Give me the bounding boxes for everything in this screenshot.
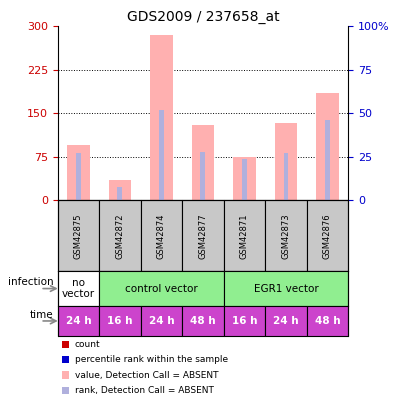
Bar — [242, 159, 247, 200]
Text: GSM42875: GSM42875 — [74, 213, 83, 259]
Bar — [233, 157, 256, 200]
Text: infection: infection — [8, 277, 54, 287]
Text: GSM42873: GSM42873 — [281, 213, 291, 259]
Bar — [58, 200, 99, 271]
Text: 24 h: 24 h — [66, 316, 91, 326]
Text: 24 h: 24 h — [149, 316, 174, 326]
Text: GSM42872: GSM42872 — [115, 213, 125, 259]
Text: control vector: control vector — [125, 284, 198, 294]
Bar — [76, 153, 81, 200]
Text: 48 h: 48 h — [315, 316, 340, 326]
Bar — [99, 200, 141, 271]
Text: 16 h: 16 h — [107, 316, 133, 326]
Bar — [67, 145, 90, 200]
Text: 24 h: 24 h — [273, 316, 299, 326]
Bar — [150, 35, 173, 200]
Bar — [109, 180, 131, 200]
Text: 16 h: 16 h — [232, 316, 257, 326]
Bar — [307, 306, 348, 336]
Text: EGR1 vector: EGR1 vector — [254, 284, 318, 294]
Bar — [159, 110, 164, 200]
Text: GSM42871: GSM42871 — [240, 213, 249, 259]
Bar — [99, 306, 141, 336]
Text: count: count — [75, 340, 100, 349]
Bar — [283, 153, 289, 200]
Bar — [201, 152, 205, 200]
Bar — [265, 200, 307, 271]
Bar — [265, 306, 307, 336]
Text: GSM42877: GSM42877 — [199, 213, 207, 259]
Text: GSM42874: GSM42874 — [157, 213, 166, 259]
Bar — [316, 93, 339, 200]
Bar — [224, 200, 265, 271]
Bar — [141, 306, 182, 336]
Bar — [182, 306, 224, 336]
Text: 48 h: 48 h — [190, 316, 216, 326]
Text: no
vector: no vector — [62, 278, 95, 299]
Bar — [191, 125, 215, 200]
Bar — [141, 200, 182, 271]
Bar — [275, 123, 297, 200]
Bar — [224, 271, 348, 306]
Text: time: time — [30, 310, 54, 320]
Bar — [99, 271, 224, 306]
Title: GDS2009 / 237658_at: GDS2009 / 237658_at — [127, 10, 279, 24]
Bar — [58, 306, 99, 336]
Text: percentile rank within the sample: percentile rank within the sample — [75, 355, 228, 364]
Bar — [307, 200, 348, 271]
Text: GSM42876: GSM42876 — [323, 213, 332, 259]
Bar — [117, 187, 123, 200]
Bar — [224, 306, 265, 336]
Bar — [182, 200, 224, 271]
Text: value, Detection Call = ABSENT: value, Detection Call = ABSENT — [75, 371, 219, 379]
Bar — [58, 271, 99, 306]
Bar — [325, 120, 330, 200]
Text: rank, Detection Call = ABSENT: rank, Detection Call = ABSENT — [75, 386, 214, 395]
